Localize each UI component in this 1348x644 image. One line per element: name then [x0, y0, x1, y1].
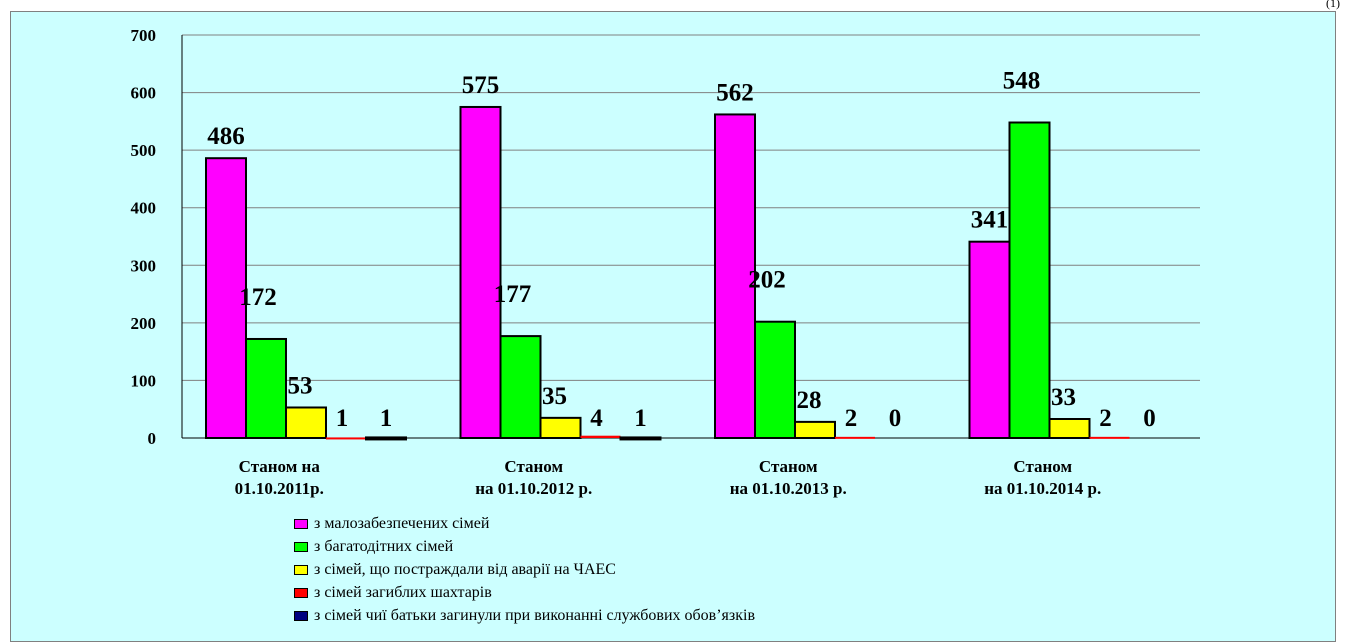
y-tick-label: 0 [148, 429, 157, 448]
bar [245, 337, 287, 439]
data-label: 33 [1051, 384, 1076, 411]
data-label: 0 [1143, 405, 1156, 432]
data-label: 1 [380, 405, 393, 432]
bar [754, 320, 796, 440]
bar [1048, 418, 1091, 440]
bar [205, 157, 247, 439]
x-category-label: 01.10.2011р. [235, 479, 324, 498]
data-label: 4 [590, 405, 603, 432]
data-label: 35 [542, 383, 567, 410]
legend-item: з багатодітних сімей [294, 535, 755, 558]
data-label: 2 [1099, 405, 1112, 432]
legend-item: з сімей чиї батьки загинули при виконанн… [294, 604, 755, 627]
x-category-label: Станом [759, 457, 818, 476]
bar [835, 436, 875, 439]
data-label: 53 [288, 372, 313, 399]
data-label: 28 [797, 387, 822, 414]
data-label: 2 [845, 405, 858, 432]
data-label: 486 [207, 123, 245, 150]
legend-label: з сімей загиблих шахтарів [314, 583, 492, 601]
data-label: 172 [239, 284, 277, 311]
y-tick-label: 500 [131, 141, 157, 160]
bar [1089, 436, 1130, 439]
x-category-label: на 01.10.2014 р. [984, 479, 1101, 498]
y-tick-label: 700 [131, 26, 157, 45]
x-category-label: Станом на [239, 457, 321, 476]
y-tick-label: 100 [131, 371, 157, 390]
bar [499, 335, 542, 439]
data-label: 177 [494, 281, 532, 308]
x-category-label: Станом [504, 457, 563, 476]
legend-swatch [294, 564, 308, 575]
bar [968, 240, 1011, 439]
bar [619, 436, 662, 441]
bar [365, 436, 407, 441]
y-tick-label: 400 [131, 199, 157, 218]
y-tick-label: 200 [131, 314, 157, 333]
bar [539, 416, 582, 440]
data-label: 1 [634, 405, 647, 432]
bar [326, 437, 366, 440]
y-tick-label: 600 [131, 84, 157, 103]
bar [1008, 121, 1051, 439]
data-label: 1 [336, 405, 349, 432]
legend-item: з сімей, що постраждали від аварії на ЧА… [294, 558, 755, 581]
data-label: 562 [716, 79, 754, 106]
bar [794, 420, 836, 440]
data-label: 202 [748, 267, 786, 294]
legend-label: з сімей, що постраждали від аварії на ЧА… [314, 560, 616, 578]
bar [714, 113, 756, 439]
legend-swatch [294, 587, 308, 598]
chart-legend: з малозабезпечених сімей з багатодітних с… [294, 512, 755, 627]
legend-swatch [294, 518, 308, 529]
legend-item: з сімей загиблих шахтарів [294, 581, 755, 604]
x-category-label: на 01.10.2012 р. [475, 479, 592, 498]
legend-label: з малозабезпечених сімей [314, 514, 490, 532]
legend-swatch [294, 541, 308, 552]
corner-mark: (1) [1326, 0, 1340, 10]
legend-swatch [294, 610, 308, 621]
legend-label: з багатодітних сімей [314, 537, 454, 555]
y-tick-label: 300 [131, 256, 157, 275]
x-category-label: на 01.10.2013 р. [730, 479, 847, 498]
legend-label: з сімей чиї батьки загинули при виконанн… [314, 606, 756, 624]
data-label: 341 [971, 207, 1009, 234]
bar [459, 105, 502, 439]
x-category-label: Станом [1013, 457, 1072, 476]
bar [580, 435, 621, 438]
data-label: 548 [1003, 68, 1041, 95]
legend-item: з малозабезпечених сімей [294, 512, 755, 535]
data-label: 0 [889, 405, 902, 432]
bar [285, 406, 327, 440]
data-label: 575 [462, 72, 500, 99]
